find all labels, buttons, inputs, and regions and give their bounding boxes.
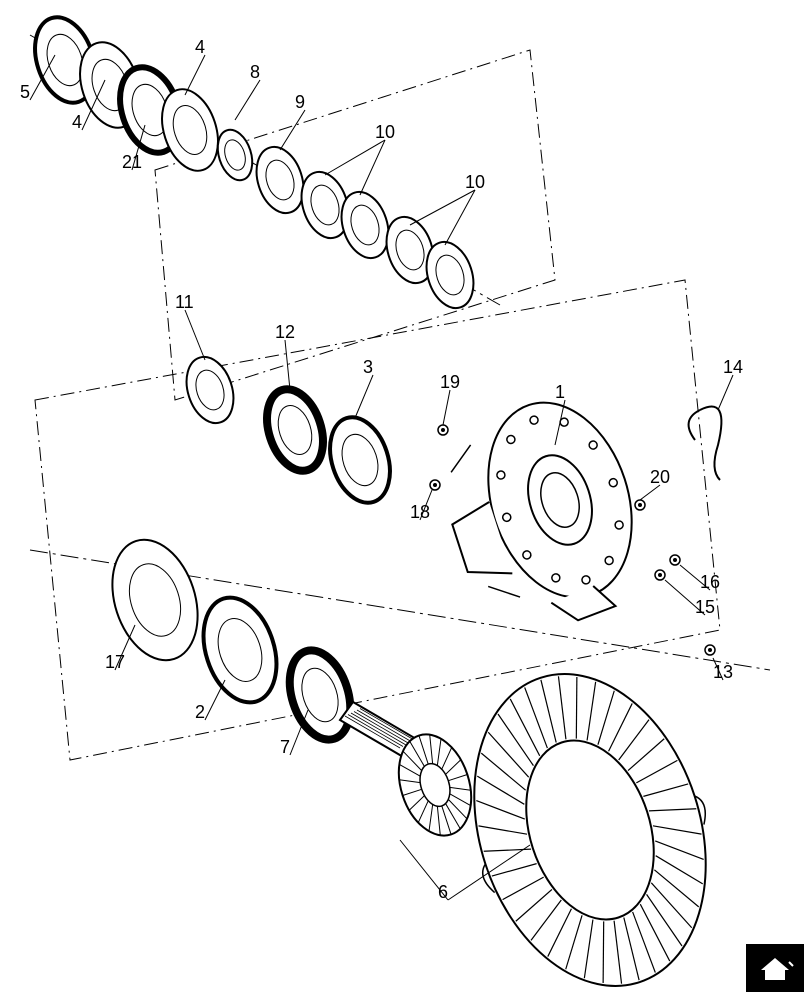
callout-4: 4 bbox=[195, 37, 205, 58]
callout-21: 21 bbox=[122, 152, 142, 173]
callout-17: 17 bbox=[105, 652, 125, 673]
callout-12: 12 bbox=[275, 322, 295, 343]
callout-3: 3 bbox=[363, 357, 373, 378]
callout-8: 8 bbox=[250, 62, 260, 83]
callout-15: 15 bbox=[695, 597, 715, 618]
callout-2: 2 bbox=[195, 702, 205, 723]
callout-19: 19 bbox=[440, 372, 460, 393]
callout-10: 10 bbox=[465, 172, 485, 193]
home-icon[interactable] bbox=[746, 944, 804, 992]
callout-4: 4 bbox=[72, 112, 82, 133]
callout-13: 13 bbox=[713, 662, 733, 683]
callout-10: 10 bbox=[375, 122, 395, 143]
callout-5: 5 bbox=[20, 82, 30, 103]
callout-11: 11 bbox=[175, 292, 194, 313]
callout-16: 16 bbox=[700, 572, 720, 593]
callout-6: 6 bbox=[438, 882, 448, 903]
diagram-canvas bbox=[0, 0, 812, 1000]
callout-18: 18 bbox=[410, 502, 430, 523]
callout-9: 9 bbox=[295, 92, 305, 113]
callout-14: 14 bbox=[723, 357, 743, 378]
callout-20: 20 bbox=[650, 467, 670, 488]
callout-1: 1 bbox=[555, 382, 565, 403]
callout-7: 7 bbox=[280, 737, 290, 758]
